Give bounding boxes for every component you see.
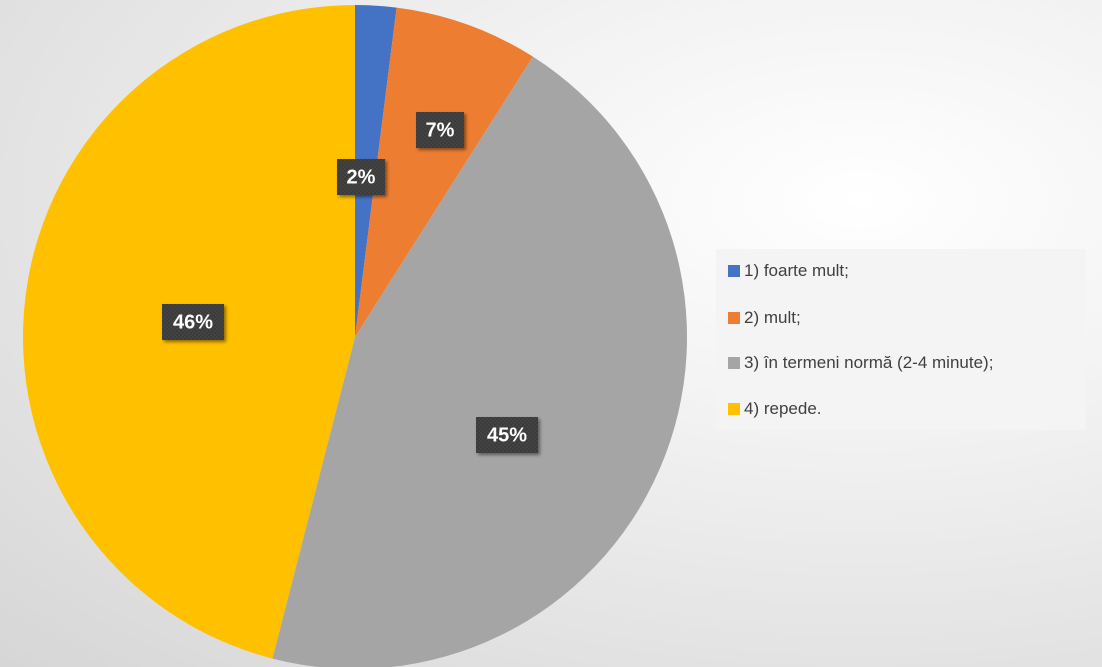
data-label-4: 46%: [162, 304, 224, 340]
data-label-2: 7%: [416, 112, 464, 148]
data-label-background: [476, 417, 538, 453]
legend-label: 4) repede.: [744, 399, 822, 418]
legend-swatch: [728, 265, 740, 277]
data-label-1: 2%: [337, 159, 385, 195]
pie-data-labels: 2% 7% 45% 46%: [162, 112, 538, 453]
pie-slices: [23, 5, 687, 667]
legend-item-termeni-norma: 3) în termeni normă (2-4 minute);: [728, 353, 993, 373]
legend-label: 1) foarte mult;: [744, 261, 849, 280]
legend-item-foarte-mult: 1) foarte mult;: [728, 261, 849, 281]
data-label-background: [416, 112, 464, 148]
legend-item-repede: 4) repede.: [728, 399, 822, 419]
legend-item-mult: 2) mult;: [728, 308, 801, 328]
legend-swatch: [728, 357, 740, 369]
legend-label: 2) mult;: [744, 308, 801, 327]
data-label-text: 45%: [487, 424, 527, 446]
data-label-background: [337, 159, 385, 195]
pie-slice-3: [272, 56, 687, 667]
data-label-background: [162, 304, 224, 340]
data-label-3: 45%: [476, 417, 538, 453]
legend: 1) foarte mult; 2) mult; 3) în termeni n…: [716, 249, 1086, 430]
data-label-text: 46%: [173, 311, 213, 333]
legend-swatch: [728, 403, 740, 415]
data-label-text: 7%: [426, 119, 455, 141]
legend-label: 3) în termeni normă (2-4 minute);: [744, 353, 994, 372]
data-label-text: 2%: [347, 166, 376, 188]
pie-slice-2: [355, 7, 533, 337]
legend-swatch: [728, 312, 740, 324]
